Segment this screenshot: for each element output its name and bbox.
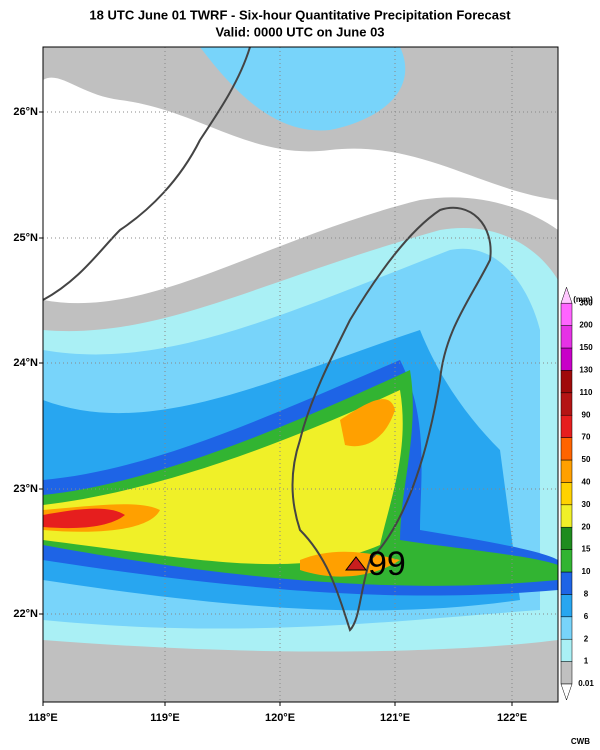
colorbar-swatch [560,549,573,573]
colorbar-label: 110 [580,388,593,397]
lat-label: 23°N [13,483,38,495]
colorbar-label: 2 [584,634,589,643]
lat-label: 24°N [13,357,38,369]
colorbar-label: 0.01 [578,679,594,688]
colorbar-unit: (mm) [573,295,593,304]
colorbar-label: 40 [582,478,591,487]
coastline [42,46,492,632]
colorbar-label: 10 [582,567,591,576]
title: 18 UTC June 01 TWRF - Six-hour Quantitat… [89,7,511,22]
colorbar-label: 6 [584,612,589,621]
footer: CWB [571,737,590,746]
colorbar-swatch [560,347,573,371]
lat-label: 26°N [13,106,38,118]
map-frame [42,46,559,703]
lon-label: 122°E [497,712,527,724]
colorbar-swatch [560,594,573,618]
lon-label: 121°E [380,712,410,724]
colorbar-label: 1 [584,657,589,666]
colorbar-label: 20 [582,522,591,531]
colorbar-swatch [560,370,573,394]
colorbar-label: 90 [582,410,591,419]
colorbar-label: 150 [579,343,593,352]
colorbar-label: 70 [582,433,591,442]
subtitle: Valid: 0000 UTC on June 03 [215,24,384,39]
precip-field [43,47,558,702]
lat-label: 25°N [13,232,38,244]
colorbar-swatch [560,616,573,640]
lon-label: 118°E [28,712,57,724]
colorbar-swatch [560,459,573,483]
colorbar-swatch [560,526,573,550]
max-marker [344,556,368,571]
lon-label: 119°E [150,712,179,724]
colorbar-label: 15 [582,545,591,554]
max-value: 99 [368,545,406,583]
colorbar-swatch [560,661,573,685]
lon-label: 120°E [265,712,295,724]
colorbar-swatch [560,325,573,349]
colorbar-swatch [560,437,573,461]
lat-label: 22°N [13,608,38,620]
colorbar-swatch [560,302,573,326]
colorbar-over [560,286,573,304]
colorbar-swatch [560,504,573,528]
colorbar-label: 130 [579,366,593,375]
colorbar-swatch [560,392,573,416]
colorbar-label: 30 [582,500,591,509]
colorbar-swatch [560,482,573,506]
colorbar-under [560,683,573,701]
colorbar-label: 200 [579,321,593,330]
colorbar-label: 8 [584,590,589,599]
colorbar-swatch [560,571,573,595]
colorbar-swatch [560,414,573,438]
colorbar-label: 300 [579,298,593,307]
colorbar-swatch [560,638,573,662]
colorbar-label: 50 [582,455,591,464]
